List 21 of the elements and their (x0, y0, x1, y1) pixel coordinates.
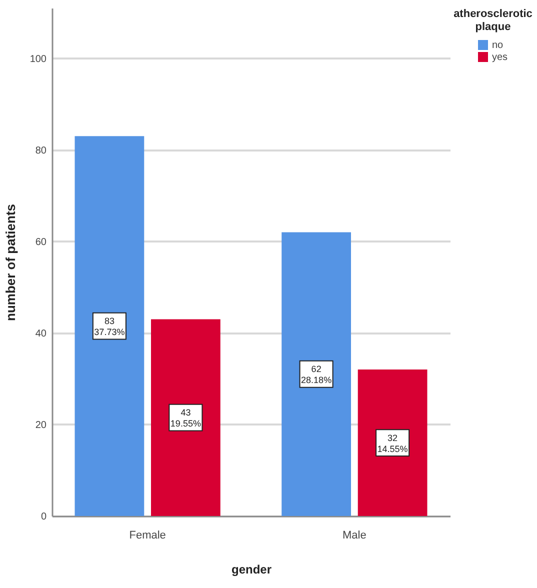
data-label: 32 14.55% (377, 432, 408, 454)
legend-title: atherosclerotic plaque (454, 8, 532, 33)
y-tick-label: 60 (35, 236, 47, 248)
y-tick-label: 0 (40, 512, 47, 522)
bar (151, 319, 220, 516)
x-axis-title: gender (231, 562, 272, 576)
legend-label: yes (492, 52, 508, 63)
bar (282, 232, 351, 516)
y-tick-label: 20 (35, 420, 47, 431)
x-tick-label: Female (129, 530, 166, 542)
y-tick-label: 80 (35, 145, 47, 156)
y-tick-label: 40 (35, 328, 47, 340)
y-tick-label: 100 (30, 54, 47, 65)
x-tick-label: Male (342, 530, 366, 542)
y-axis-title: number of patients (2, 204, 18, 322)
bar (358, 370, 428, 516)
data-label: 62 28.18% (301, 364, 332, 386)
bar (74, 136, 144, 516)
data-label: 43 19.55% (170, 408, 201, 429)
legend-label: no (492, 40, 504, 51)
data-label: 83 37.73% (94, 316, 125, 338)
